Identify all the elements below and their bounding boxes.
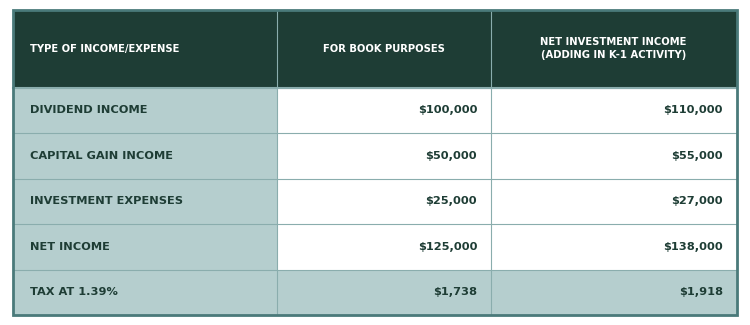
- FancyBboxPatch shape: [13, 224, 278, 270]
- Text: TYPE OF INCOME/EXPENSE: TYPE OF INCOME/EXPENSE: [30, 44, 179, 54]
- FancyBboxPatch shape: [490, 224, 736, 270]
- FancyBboxPatch shape: [13, 179, 278, 224]
- FancyBboxPatch shape: [13, 270, 278, 315]
- FancyBboxPatch shape: [490, 133, 736, 179]
- Text: $100,000: $100,000: [418, 105, 477, 115]
- FancyBboxPatch shape: [278, 179, 490, 224]
- Text: NET INCOME: NET INCOME: [30, 242, 109, 252]
- Text: NET INVESTMENT INCOME
(ADDING IN K-1 ACTIVITY): NET INVESTMENT INCOME (ADDING IN K-1 ACT…: [541, 37, 687, 60]
- Text: $1,918: $1,918: [679, 288, 723, 297]
- Text: $110,000: $110,000: [664, 105, 723, 115]
- Text: INVESTMENT EXPENSES: INVESTMENT EXPENSES: [30, 196, 183, 206]
- Text: $50,000: $50,000: [425, 151, 477, 161]
- Text: $27,000: $27,000: [671, 196, 723, 206]
- Text: $1,738: $1,738: [433, 288, 477, 297]
- FancyBboxPatch shape: [278, 133, 490, 179]
- FancyBboxPatch shape: [278, 224, 490, 270]
- FancyBboxPatch shape: [13, 88, 278, 133]
- Text: DIVIDEND INCOME: DIVIDEND INCOME: [30, 105, 148, 115]
- FancyBboxPatch shape: [490, 179, 736, 224]
- FancyBboxPatch shape: [490, 10, 736, 88]
- Text: CAPITAL GAIN INCOME: CAPITAL GAIN INCOME: [30, 151, 173, 161]
- FancyBboxPatch shape: [13, 133, 278, 179]
- FancyBboxPatch shape: [490, 88, 736, 133]
- FancyBboxPatch shape: [13, 10, 278, 88]
- Text: TAX AT 1.39%: TAX AT 1.39%: [30, 288, 118, 297]
- FancyBboxPatch shape: [278, 88, 490, 133]
- Text: $25,000: $25,000: [425, 196, 477, 206]
- Text: $125,000: $125,000: [418, 242, 477, 252]
- Text: $55,000: $55,000: [671, 151, 723, 161]
- Text: FOR BOOK PURPOSES: FOR BOOK PURPOSES: [323, 44, 445, 54]
- FancyBboxPatch shape: [490, 270, 736, 315]
- Text: $138,000: $138,000: [663, 242, 723, 252]
- FancyBboxPatch shape: [278, 10, 490, 88]
- FancyBboxPatch shape: [278, 270, 490, 315]
